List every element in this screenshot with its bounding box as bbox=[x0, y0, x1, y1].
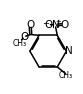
Text: −: − bbox=[42, 19, 49, 28]
Text: O: O bbox=[60, 20, 68, 30]
Text: O: O bbox=[26, 20, 34, 30]
Text: O: O bbox=[44, 20, 53, 30]
Text: CH₃: CH₃ bbox=[12, 39, 27, 48]
Text: N: N bbox=[65, 46, 72, 56]
Text: N: N bbox=[52, 20, 60, 30]
Text: O: O bbox=[20, 32, 28, 42]
Text: CH₃: CH₃ bbox=[59, 71, 73, 80]
Text: +: + bbox=[55, 19, 61, 25]
